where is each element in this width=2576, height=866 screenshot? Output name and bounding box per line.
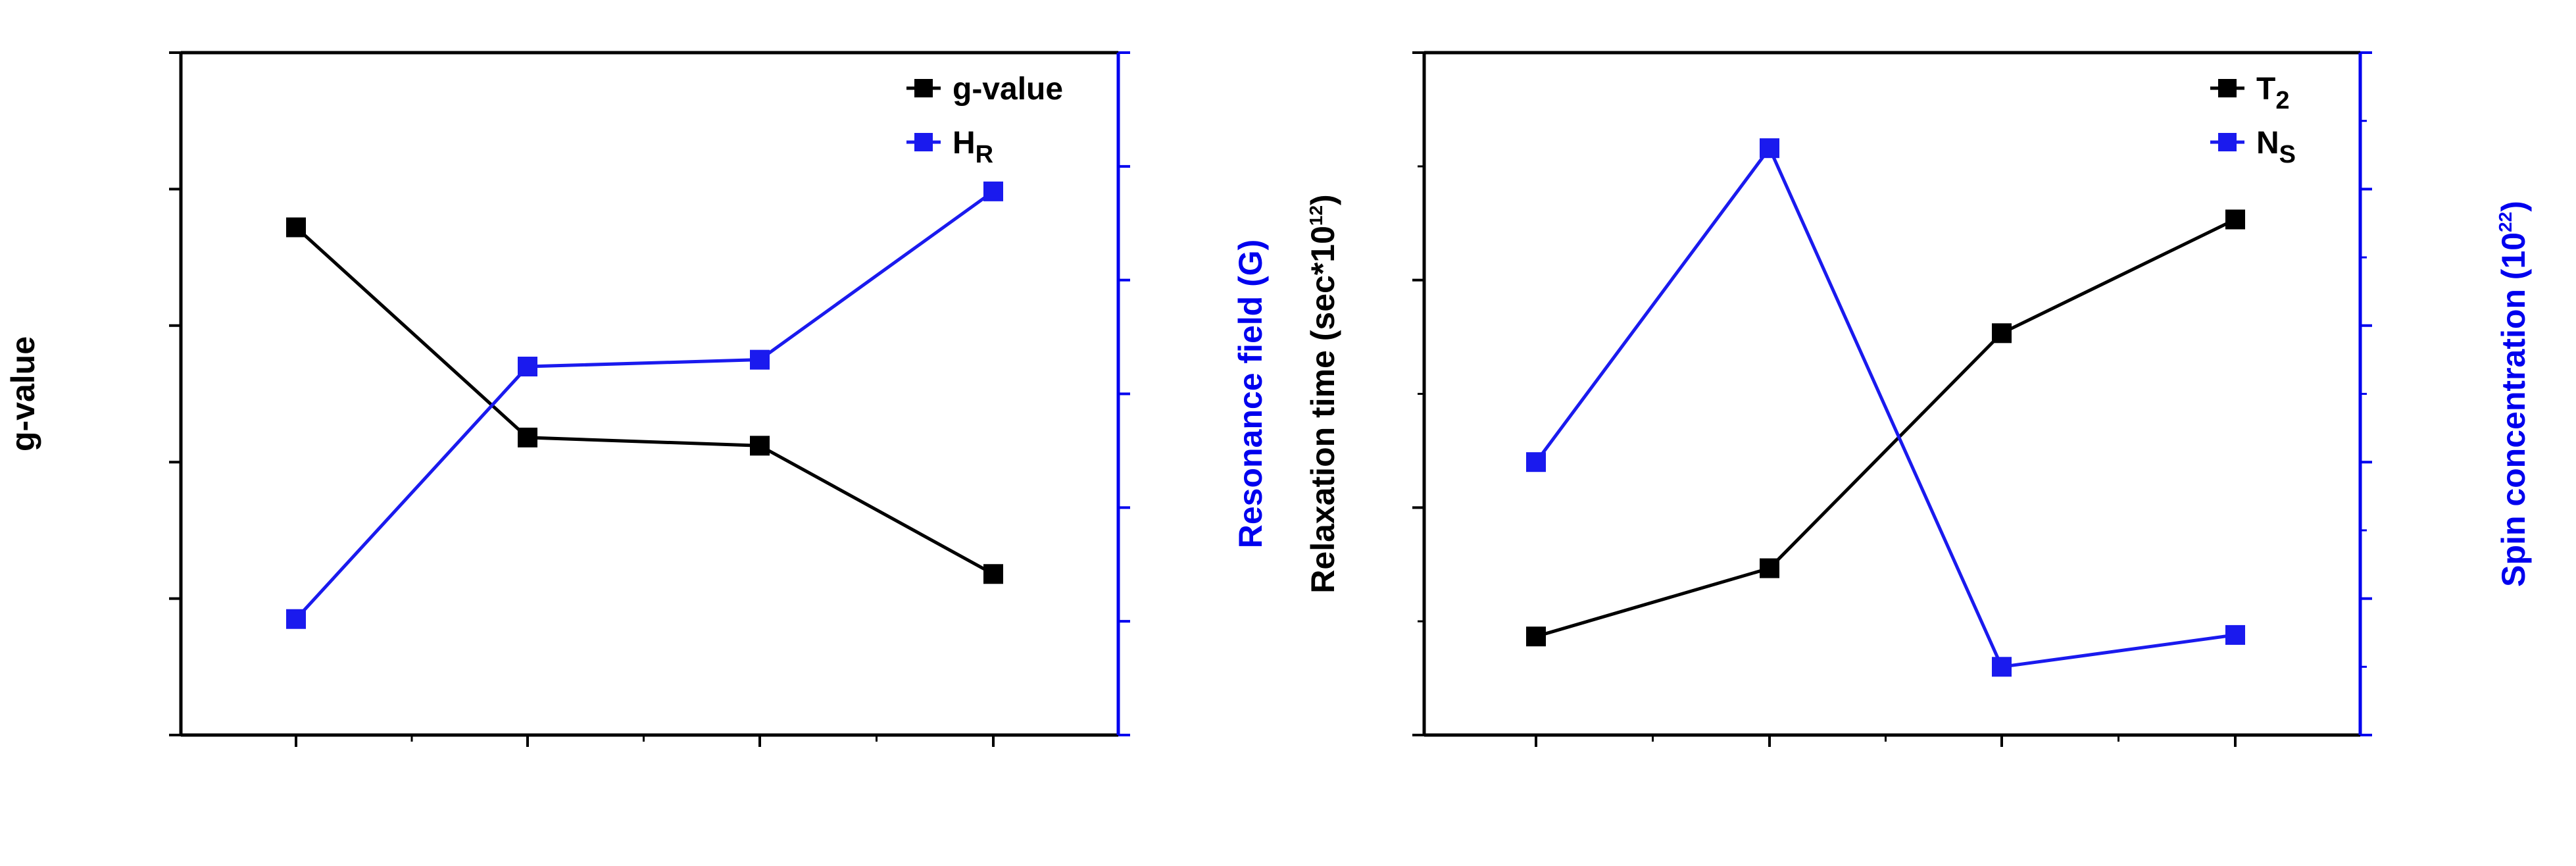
- legend-marker: [2218, 79, 2237, 97]
- series-line-1: [295, 190, 995, 621]
- legend-label: NS: [2256, 126, 2296, 168]
- data-point: [518, 357, 537, 377]
- series-line-0: [1535, 218, 2237, 638]
- data-point: [1992, 657, 2012, 677]
- left-y-axis-title: g-value: [5, 336, 41, 451]
- data-point: [1760, 558, 1779, 578]
- legend-label: T2: [2256, 72, 2289, 115]
- right-y-axis-title: Spin concentration (1022): [2495, 201, 2532, 587]
- left-y-axis-title: Relaxation time (sec*1012): [1304, 194, 1341, 593]
- panel-b: Relaxation time (sec*1012) Spin concentra…: [1304, 51, 2532, 747]
- data-point: [2225, 624, 2245, 645]
- right-y-axis-title: Resonance field (G): [1232, 240, 1269, 549]
- data-point: [2225, 209, 2245, 230]
- data-point: [518, 427, 537, 447]
- data-point: [750, 349, 770, 370]
- series-line-0: [295, 226, 995, 576]
- legend-marker: [914, 133, 933, 151]
- data-point: [983, 564, 1003, 584]
- legend-marker: [914, 79, 933, 97]
- data-point: [750, 436, 770, 456]
- legend-marker: [2218, 133, 2237, 151]
- data-point: [1760, 138, 1779, 159]
- data-point: [286, 217, 306, 238]
- series-line-1: [1534, 145, 2236, 669]
- data-point: [286, 609, 306, 629]
- data-point: [1992, 323, 2012, 344]
- data-point: [1526, 452, 1546, 472]
- data-point: [1526, 626, 1546, 647]
- data-point: [983, 181, 1003, 201]
- legend-label: g-value: [953, 72, 1063, 107]
- panel-a: g-value Resonance field (G) g-value HR: [5, 51, 1269, 747]
- legend-label: HR: [953, 126, 993, 168]
